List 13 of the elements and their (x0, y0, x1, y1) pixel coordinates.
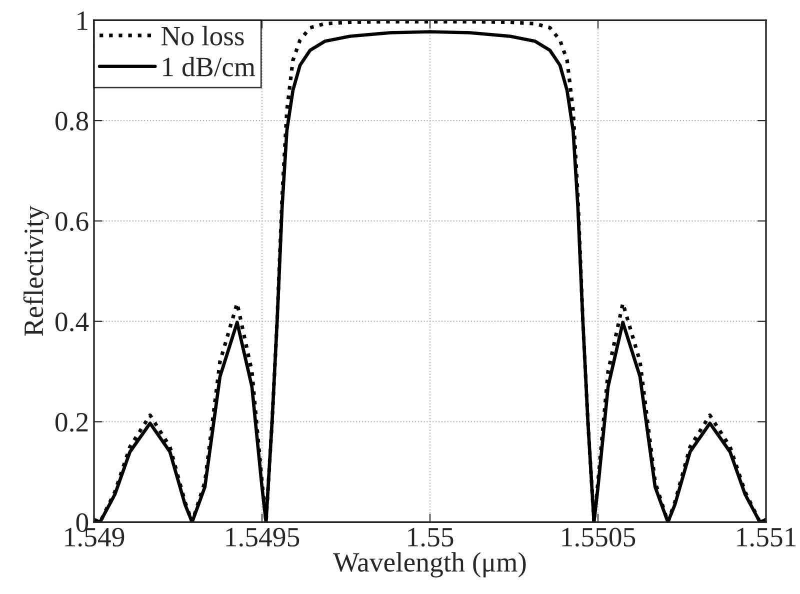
y-axis-title: Reflectivity (23, 206, 49, 336)
y-tick-label: 1 (78, 11, 88, 30)
y-tick-label: 0.8 (55, 112, 88, 131)
y-tick-label: 0.4 (55, 312, 89, 332)
legend-label: 1 dB/cm (163, 56, 256, 76)
x-axis-title: Wavelength (μm) (333, 552, 526, 578)
y-tick-label: 0.6 (55, 212, 88, 231)
x-tick-label: 1.55 (408, 528, 454, 547)
x-tick-label: 1.5505 (562, 528, 636, 547)
y-tick-label: 0.2 (55, 412, 88, 432)
legend-label: No loss (161, 26, 244, 46)
x-tick-label: 1.551 (737, 528, 796, 547)
x-tick-label: 1.5495 (226, 528, 300, 547)
